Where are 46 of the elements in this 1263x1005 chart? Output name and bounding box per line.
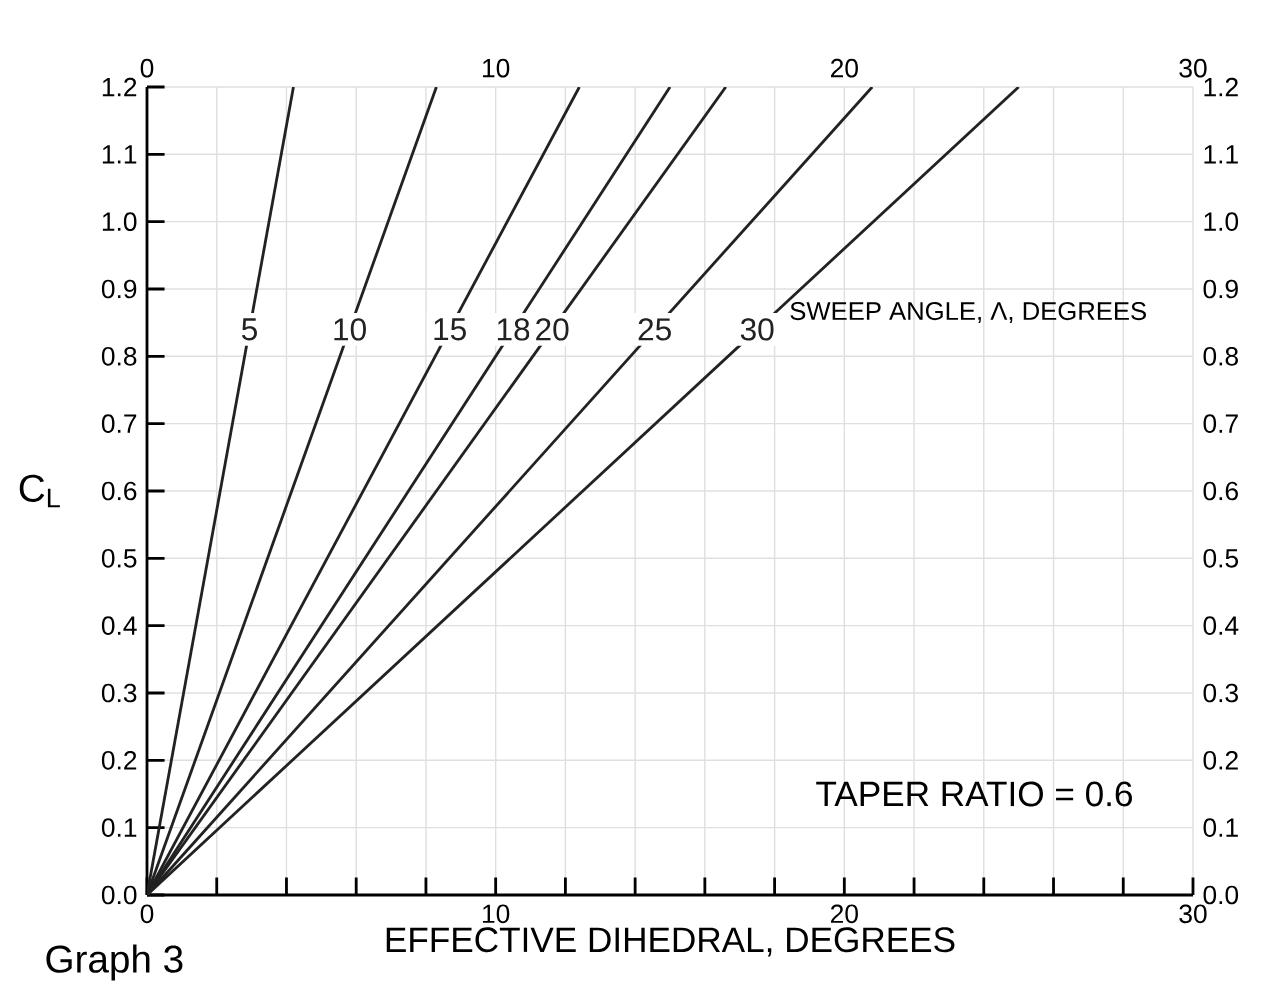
y2-tick-label: 0.6 — [1203, 481, 1238, 501]
annotation: SWEEP ANGLE, Λ, DEGREES — [790, 301, 1146, 324]
y2-tick-label: 0.3 — [1203, 683, 1238, 703]
x2-tick-label: 0 — [140, 904, 154, 924]
y-tick-label: 1.0 — [102, 212, 137, 232]
caption: Graph 3 — [46, 944, 183, 981]
y-tick-label: 0.1 — [101, 818, 137, 837]
x-tick-label: 20 — [830, 58, 858, 78]
series-label: 18 — [497, 318, 530, 341]
x-tick-label: 30 — [1179, 58, 1207, 78]
y-tick-label: 1.2 — [102, 77, 137, 97]
y2-tick-label: 0.9 — [1203, 279, 1238, 299]
y-tick-label: 0.0 — [101, 885, 137, 905]
y-tick-label: 0.3 — [101, 683, 137, 703]
x2-tick-label: 30 — [1179, 904, 1207, 924]
y-tick-label: 0.9 — [101, 279, 137, 299]
x-tick-label: 10 — [482, 58, 510, 78]
y-tick-label: 0.7 — [101, 414, 137, 434]
x2-tick-label: 10 — [482, 904, 510, 924]
y-tick-label: 0.6 — [101, 481, 137, 501]
y2-tick-label: 1.0 — [1204, 212, 1239, 232]
x-tick-label: 0 — [140, 58, 154, 78]
y2-tick-label: 0.1 — [1203, 818, 1238, 837]
y2-tick-label: 0.2 — [1203, 750, 1238, 770]
series-label: 5 — [241, 318, 257, 341]
y2-tick-label: 0.4 — [1203, 616, 1239, 635]
x-axis-title: EFFECTIVE DIHEDRAL, DEGREES — [386, 927, 955, 957]
series-label: 20 — [536, 318, 569, 341]
annotation: TAPER RATIO = 0.6 — [816, 781, 1132, 807]
series-label: 30 — [740, 318, 774, 341]
y2-tick-label: 0.0 — [1203, 885, 1239, 905]
y2-tick-label: 1.2 — [1204, 77, 1238, 97]
series-label: 25 — [638, 318, 671, 341]
y2-tick-label: 0.7 — [1203, 414, 1238, 433]
x2-tick-label: 20 — [830, 904, 858, 924]
y-tick-label: 0.8 — [101, 346, 137, 366]
y-tick-label: 0.4 — [101, 616, 137, 636]
y-tick-label: 0.2 — [101, 750, 137, 770]
y2-tick-label: 0.8 — [1203, 346, 1238, 366]
y-tick-label: 0.5 — [101, 548, 137, 568]
y-tick-label: 1.1 — [102, 145, 137, 164]
y-axis-title: C$_{L}$ — [19, 474, 60, 508]
y2-tick-label: 1.1 — [1204, 145, 1238, 164]
y2-tick-label: 0.5 — [1203, 548, 1239, 568]
series-label: 15 — [434, 318, 466, 341]
series-label: 10 — [334, 318, 366, 341]
